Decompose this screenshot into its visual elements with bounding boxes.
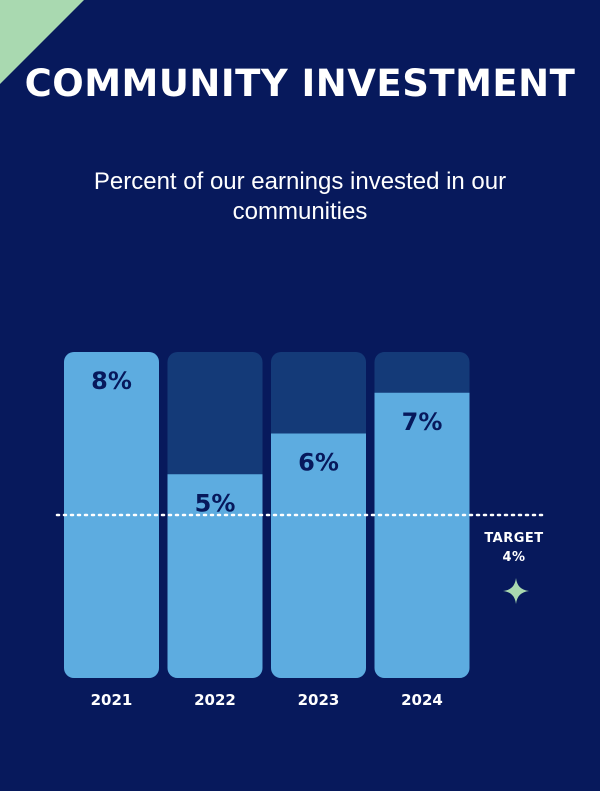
data-label: 5% bbox=[195, 489, 236, 517]
bar bbox=[167, 474, 263, 678]
page-title: COMMUNITY INVESTMENT bbox=[24, 62, 576, 105]
bar bbox=[271, 433, 366, 678]
corner-accent bbox=[0, 0, 84, 84]
sparkle-star-icon bbox=[503, 578, 529, 604]
page-subtitle: Percent of our earnings invested in our … bbox=[93, 168, 507, 225]
target-label-text: TARGET bbox=[484, 531, 544, 546]
target-label: TARGET 4% bbox=[474, 529, 554, 567]
target-value-text: 4% bbox=[502, 550, 526, 565]
x-tick-label: 2023 bbox=[298, 691, 340, 709]
data-label: 7% bbox=[402, 408, 443, 436]
data-label: 8% bbox=[91, 367, 132, 395]
x-tick-label: 2024 bbox=[401, 691, 443, 709]
data-label: 6% bbox=[298, 449, 339, 477]
bar bbox=[374, 392, 470, 678]
x-tick-label: 2022 bbox=[194, 691, 236, 709]
x-tick-label: 2021 bbox=[91, 691, 133, 709]
